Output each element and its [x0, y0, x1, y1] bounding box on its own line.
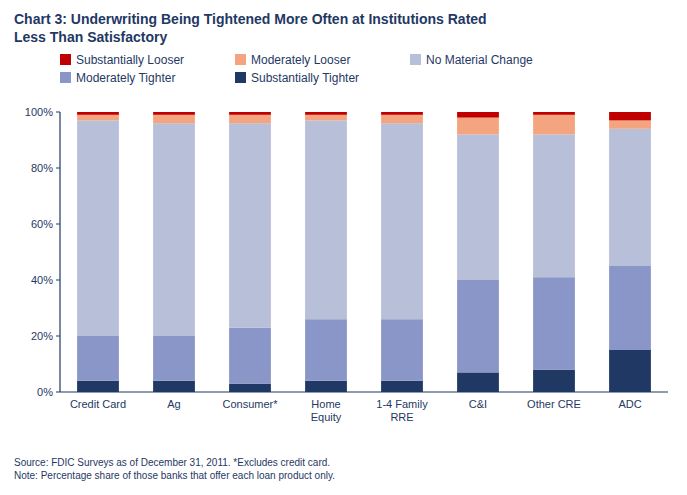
bar-segment	[77, 115, 119, 121]
bar-segment	[533, 277, 575, 369]
bar-segment	[381, 112, 423, 115]
y-tick-label: 100%	[25, 106, 53, 118]
bar-segment	[609, 120, 651, 128]
bar-segment	[381, 123, 423, 319]
annotation-line: Note: Percentage share of those banks th…	[14, 470, 335, 481]
x-tick-label: Consumer*	[222, 398, 278, 410]
bar-segment	[381, 319, 423, 381]
x-tick-label-line: RRE	[390, 411, 413, 423]
x-tick-label-line: Home	[311, 398, 340, 410]
annotation: Source: FDIC Surveys as of December 31, …	[14, 457, 335, 481]
bar-segment	[381, 115, 423, 123]
bar-segment	[229, 112, 271, 115]
legend-swatch	[235, 54, 246, 65]
y-tick-label: 0%	[37, 386, 53, 398]
bar-segment	[77, 336, 119, 381]
bar-segment	[533, 134, 575, 277]
y-tick-label: 80%	[31, 162, 53, 174]
bar-segment	[153, 381, 195, 392]
bar-segment	[229, 123, 271, 327]
bar-segment	[457, 134, 499, 280]
bar-segment	[305, 112, 347, 115]
y-tick-label: 40%	[31, 274, 53, 286]
bar-segment	[229, 328, 271, 384]
bar-segment	[153, 123, 195, 336]
chart: Chart 3: Underwriting Being Tightened Mo…	[0, 0, 687, 495]
x-tick-label: ADC	[618, 398, 641, 410]
x-tick-label: HomeEquity	[311, 398, 342, 423]
bar-segment	[77, 381, 119, 392]
x-tick-label: Ag	[167, 398, 180, 410]
bar-segment	[457, 372, 499, 392]
x-tick-label-line: Ag	[167, 398, 180, 410]
legend-label: Substantially Looser	[76, 53, 184, 67]
x-tick-label-line: ADC	[618, 398, 641, 410]
legend-swatch	[60, 72, 71, 83]
bar-segment	[457, 118, 499, 135]
legend-swatch	[410, 54, 421, 65]
bar-segment	[609, 112, 651, 120]
bar-segment	[153, 336, 195, 381]
legend-label: Substantially Tighter	[251, 71, 359, 85]
x-tick-label-line: Credit Card	[70, 398, 126, 410]
bars	[77, 112, 651, 392]
y-tick	[56, 112, 60, 113]
bar-segment	[609, 129, 651, 266]
y-tick	[56, 168, 60, 169]
legend: Substantially Looser Moderately Looser No …	[60, 53, 533, 85]
x-tick-label: C&I	[469, 398, 487, 410]
y-tick	[56, 224, 60, 225]
legend-label: Moderately Looser	[251, 53, 350, 67]
x-tick-label-line: Consumer*	[222, 398, 278, 410]
legend-label: No Material Change	[426, 53, 533, 67]
x-tick-label: Other CRE	[527, 398, 581, 410]
legend-swatch	[235, 72, 246, 83]
bar-segment	[533, 370, 575, 392]
bar-segment	[609, 266, 651, 350]
bar-segment	[305, 319, 347, 381]
bar-segment	[153, 112, 195, 115]
bar-segment	[153, 115, 195, 123]
bar-segment	[305, 120, 347, 319]
x-tick-label: Credit Card	[70, 398, 126, 410]
y-axis-line	[59, 112, 60, 392]
bar-segment	[533, 115, 575, 135]
bar-segment	[457, 112, 499, 118]
title-line: Less Than Satisfactory	[14, 29, 167, 45]
bar-segment	[609, 350, 651, 392]
bar-segment	[229, 384, 271, 392]
legend-swatch	[60, 54, 71, 65]
y-tick	[56, 336, 60, 337]
y-tick-label: 60%	[31, 218, 53, 230]
x-tick-label-line: 1-4 Family	[376, 398, 428, 410]
bar-segment	[229, 115, 271, 123]
title-line: Chart 3: Underwriting Being Tightened Mo…	[14, 11, 487, 27]
y-tick-label: 20%	[31, 330, 53, 342]
bar-segment	[533, 112, 575, 115]
x-tick-label-line: Equity	[311, 411, 342, 423]
bar-segment	[381, 381, 423, 392]
bar-segment	[457, 280, 499, 372]
bar-segment	[77, 120, 119, 336]
x-tick-label: 1-4 FamilyRRE	[376, 398, 428, 423]
bar-segment	[305, 381, 347, 392]
x-tick-label-line: C&I	[469, 398, 487, 410]
legend-label: Moderately Tighter	[76, 71, 175, 85]
bar-segment	[77, 112, 119, 115]
y-tick	[56, 280, 60, 281]
y-tick	[56, 392, 60, 393]
annotation-line: Source: FDIC Surveys as of December 31, …	[14, 457, 330, 468]
x-axis-line	[60, 391, 668, 392]
x-tick-label-line: Other CRE	[527, 398, 581, 410]
bar-segment	[305, 115, 347, 121]
title: Chart 3: Underwriting Being Tightened Mo…	[14, 11, 487, 45]
